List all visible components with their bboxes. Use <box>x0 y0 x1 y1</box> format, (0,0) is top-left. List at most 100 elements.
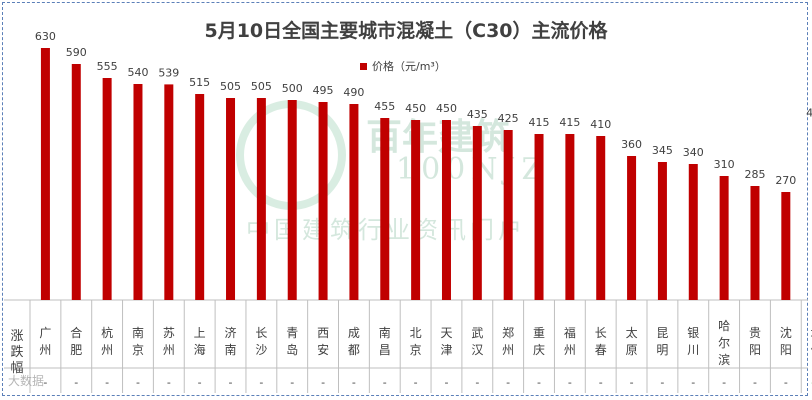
category-label-char: 京 <box>132 343 144 357</box>
category-label-char: 均 <box>811 326 812 340</box>
data-label: 495 <box>313 84 334 97</box>
category-label-char: 青 <box>286 326 298 340</box>
category-label-char: 南 <box>132 325 144 340</box>
category-label-char: 哈 <box>718 319 730 333</box>
change-label: - <box>290 376 294 389</box>
bar <box>318 102 328 300</box>
data-label: 425 <box>498 112 519 125</box>
data-label: 630 <box>35 30 56 43</box>
bar <box>441 120 451 300</box>
category-label-char: 汉 <box>471 343 483 357</box>
bar <box>102 78 112 300</box>
bar <box>565 134 575 300</box>
category-label-char: 广 <box>39 326 51 340</box>
bar <box>256 98 266 300</box>
bar <box>349 104 359 300</box>
category-label-char: 州 <box>163 343 175 357</box>
chart-legend: 价格（元/m³） <box>360 58 446 74</box>
change-label: - <box>198 376 202 389</box>
category-label-char: 明 <box>656 343 668 357</box>
data-label: 505 <box>251 80 272 93</box>
category-label-char: 尔 <box>718 335 730 350</box>
change-label: - <box>105 376 109 389</box>
change-label: - <box>136 376 140 389</box>
bar <box>781 192 791 300</box>
change-label: - <box>321 376 325 389</box>
bar <box>688 164 698 300</box>
category-label-char: 苏 <box>163 326 175 340</box>
category-label-char: 海 <box>194 342 206 357</box>
category-label-char: 州 <box>502 343 514 357</box>
change-label: - <box>506 376 510 389</box>
change-label: - <box>599 376 603 389</box>
category-label-char: 川 <box>687 343 699 357</box>
category-label-char: 太 <box>626 325 638 340</box>
change-label: - <box>784 376 788 389</box>
data-label: 490 <box>343 86 364 99</box>
bar <box>40 48 50 300</box>
category-label-char: 长 <box>255 326 267 340</box>
data-label: 435 <box>467 108 488 121</box>
category-label-char: 津 <box>440 343 452 357</box>
data-label: 539 <box>158 66 179 79</box>
data-label: 310 <box>714 158 735 171</box>
category-label-char: 京 <box>410 343 422 357</box>
bar <box>71 64 81 300</box>
bar <box>411 120 421 300</box>
chart-title: 5月10日全国主要城市混凝土（C30）主流价格 <box>204 20 608 42</box>
data-label: 360 <box>621 138 642 151</box>
category-label-char: 西 <box>317 326 329 340</box>
change-label: - <box>74 376 78 389</box>
bar <box>472 126 482 300</box>
data-label: 270 <box>775 174 796 187</box>
category-label-char: 安 <box>317 342 329 357</box>
row-label-char: 跌 <box>10 344 23 360</box>
category-label-char: 福 <box>564 325 576 340</box>
category-label-char: 成 <box>348 326 360 340</box>
category-label-char: 岛 <box>286 342 298 357</box>
change-label: - <box>352 376 356 389</box>
data-label: 285 <box>744 168 765 181</box>
category-label-char: 武 <box>471 326 483 340</box>
bar <box>657 162 667 300</box>
category-label-char: 郑 <box>502 325 514 340</box>
category-label-char: 州 <box>101 343 113 357</box>
change-label: - <box>475 376 479 389</box>
legend-swatch <box>360 62 367 70</box>
category-label-char: 价 <box>811 343 812 357</box>
category-label-char: 上 <box>194 326 206 340</box>
bar <box>627 156 637 300</box>
bar <box>750 186 760 300</box>
category-label-char: 原 <box>626 343 638 357</box>
data-label: 500 <box>282 82 303 95</box>
data-label: 450 <box>436 102 457 115</box>
category-label-char: 阳 <box>780 343 792 357</box>
change-label: - <box>660 376 664 389</box>
category-label-char: 天 <box>440 326 452 340</box>
category-label-char: 滨 <box>718 352 730 367</box>
category-label-char: 长 <box>595 326 607 340</box>
category-label-char: 贵 <box>749 326 761 340</box>
data-label: 340 <box>683 146 704 159</box>
bar <box>195 94 205 300</box>
bar <box>287 100 297 300</box>
change-label: - <box>722 376 726 389</box>
change-label: - <box>259 376 263 389</box>
bar <box>226 98 236 300</box>
category-label-char: 昆 <box>656 326 668 340</box>
category-label-char: 州 <box>564 343 576 357</box>
data-label: 415 <box>559 116 580 129</box>
data-label: 455 <box>374 100 395 113</box>
change-label: - <box>630 376 634 389</box>
data-label: 439 <box>806 106 812 119</box>
change-label: - <box>753 376 757 389</box>
change-label: - <box>444 376 448 389</box>
legend-label: 价格（元/m³） <box>372 60 446 73</box>
data-label: 590 <box>66 46 87 59</box>
category-label-char: 北 <box>410 326 422 340</box>
category-label-char: 都 <box>348 343 360 357</box>
data-label: 555 <box>97 60 118 73</box>
category-label-char: 南 <box>225 342 237 357</box>
bar <box>719 176 729 300</box>
